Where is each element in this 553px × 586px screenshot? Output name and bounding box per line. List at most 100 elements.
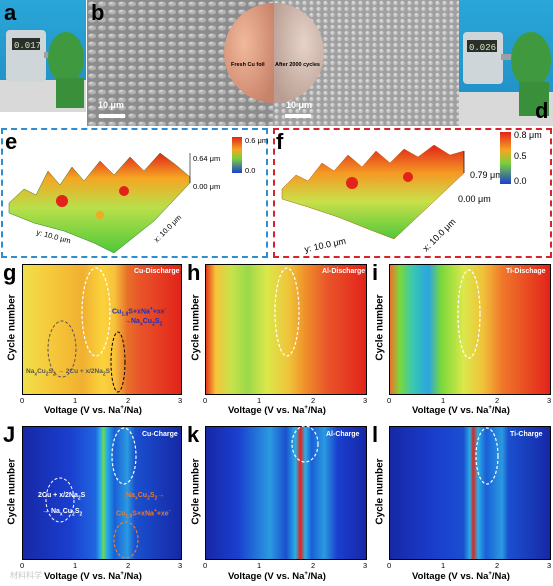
contour-title-j: Cu-Charge — [142, 431, 178, 438]
xtick-j-2: 2 — [126, 561, 131, 570]
xtick-h-3: 3 — [363, 396, 368, 405]
gauge-reading-a: 0.017 — [14, 41, 41, 51]
annot-j-4: Cu1.8S+xNa++xe- — [116, 508, 171, 520]
panel-label-l: l — [372, 422, 379, 447]
annot-g-2: →NaxCu2S2 — [124, 318, 163, 328]
contour-k — [205, 426, 367, 560]
annot-j-3-d: → — [157, 492, 165, 499]
annot-ellipses-j — [45, 427, 139, 559]
panel-label-g: g — [3, 260, 17, 285]
contour-h — [205, 264, 367, 395]
micrometer-photo-d: 0.026 — [459, 32, 553, 126]
scale-bar-c: 10 μm — [286, 100, 313, 110]
colorbar-f-mid: 0.5 — [514, 151, 527, 161]
xtick-l-3: 3 — [547, 561, 552, 570]
annot-j-3-b: Cu — [137, 492, 148, 499]
xlabel-j-sup: + — [120, 571, 124, 577]
xtick-h-0: 0 — [203, 396, 208, 405]
annot-g-3-a: Na — [26, 368, 35, 375]
xlabel-l-b: /Na) — [491, 571, 510, 583]
contour-j — [22, 426, 182, 560]
panel-label-b: b — [91, 0, 105, 25]
annot-g-1-a: Cu — [112, 308, 122, 316]
xlabel-j: Voltage (V vs. Na+/Na) — [44, 571, 142, 582]
contour-title-i: Ti-Dischage — [506, 268, 546, 275]
contour-title-l: Ti-Charge — [510, 431, 543, 438]
annot-g-2-c: S — [154, 318, 160, 325]
ylabel-l: Cycle number — [374, 458, 386, 525]
cu-foil-fresh-caption: Fresh Cu foil — [231, 62, 265, 68]
annot-g-1-c: +xe — [152, 308, 165, 316]
panel-label-j: J — [3, 422, 16, 447]
annot-j-2: → NaxCu2S2 — [42, 508, 83, 518]
xtick-i-1: 1 — [441, 396, 446, 405]
xticks-i: 0 1 2 3 — [387, 396, 551, 406]
panel-e-frame — [1, 128, 268, 258]
annot-g-3-e: S — [105, 368, 110, 375]
panel-label-f: f — [276, 129, 284, 154]
xlabel-h-a: Voltage (V vs. Na — [228, 405, 305, 417]
xtick-h-2: 2 — [311, 396, 316, 405]
annot-j-1-b: S — [80, 492, 86, 499]
xlabel-g-sup: + — [120, 405, 124, 411]
annot-j-4-b: S+xNa — [132, 510, 154, 518]
xlabel-k-b: /Na) — [307, 571, 326, 583]
contour-l — [389, 426, 551, 560]
contour-i — [389, 264, 551, 395]
xtick-k-3: 3 — [363, 561, 368, 570]
annot-j-1-a: 2Cu + x/2Na — [38, 492, 78, 499]
contour-title-h: Al-Discharge — [322, 268, 366, 275]
xticks-h: 0 1 2 3 — [203, 396, 368, 406]
xlabel-h: Voltage (V vs. Na+/Na) — [228, 405, 326, 416]
xtick-g-2: 2 — [126, 396, 131, 405]
panel-f-frame — [273, 128, 552, 258]
xtick-i-0: 0 — [387, 396, 392, 405]
annot-j-3: NaxCu2S2→ — [126, 492, 165, 502]
annot-g-3-b: Cu — [37, 368, 46, 375]
xtick-k-0: 0 — [203, 561, 208, 570]
xlabel-g-b: /Na) — [123, 405, 142, 417]
annot-j-4-a: Cu — [116, 510, 126, 518]
annot-j-4-c: +xe — [156, 510, 169, 518]
panel-label-k: k — [187, 422, 200, 447]
colorbar-e-min: 0.0 — [245, 166, 256, 175]
afm-e-z-bottom: 0.00 μm — [193, 182, 221, 191]
xlabel-h-b: /Na) — [307, 405, 326, 417]
panel-label-d: d — [535, 98, 549, 123]
watermark: 材料科学 — [10, 571, 42, 580]
xlabel-j-b: /Na) — [123, 571, 142, 583]
xlabel-h-sup: + — [304, 405, 308, 411]
cu-foil-photo — [224, 3, 324, 103]
xlabel-j-a: Voltage (V vs. Na — [44, 571, 121, 583]
cu-foil-disc — [224, 3, 324, 103]
panel-label-h: h — [187, 260, 201, 285]
contour-g — [22, 264, 182, 395]
xtick-k-2: 2 — [311, 561, 316, 570]
xlabel-i-b: /Na) — [491, 405, 510, 417]
xtick-l-2: 2 — [495, 561, 500, 570]
annot-g-3-d: → 2Cu + x/2Na — [55, 368, 103, 375]
annot-g-3-c: S — [48, 368, 53, 375]
afm-e-z-top: 0.64 μm — [193, 154, 221, 163]
afm-surface-f — [281, 144, 465, 240]
xtick-i-2: 2 — [495, 396, 500, 405]
cu-foil-cycled-caption: After 2000 cycles — [275, 62, 320, 68]
micrometer-photo-a: 0.017 — [0, 30, 86, 112]
xticks-g: 0 1 2 3 — [20, 396, 182, 406]
ylabel-h: Cycle number — [190, 294, 202, 361]
xlabel-i-a: Voltage (V vs. Na — [412, 405, 489, 417]
annot-g-3: NaxCu2S2 → 2Cu + x/2Na2S — [26, 368, 110, 378]
xlabel-l: Voltage (V vs. Na+/Na) — [412, 571, 510, 582]
annot-j-2-c: S — [74, 508, 80, 515]
afm-surface-e — [8, 152, 191, 254]
xlabel-k-a: Voltage (V vs. Na — [228, 571, 305, 583]
contour-title-g: Cu-Discharge — [134, 268, 180, 275]
xlabel-k-sup: + — [304, 571, 308, 577]
panel-d-photo: 0.026 — [459, 0, 553, 126]
annot-j-1: 2Cu + x/2Na2S — [38, 492, 86, 502]
annot-g-1-b: S+xNa — [128, 308, 150, 316]
panel-a-photo: 0.017 — [0, 0, 86, 112]
xtick-k-1: 1 — [257, 561, 262, 570]
colorbar-f — [500, 132, 511, 184]
annot-j-2-b: Cu — [62, 508, 73, 515]
